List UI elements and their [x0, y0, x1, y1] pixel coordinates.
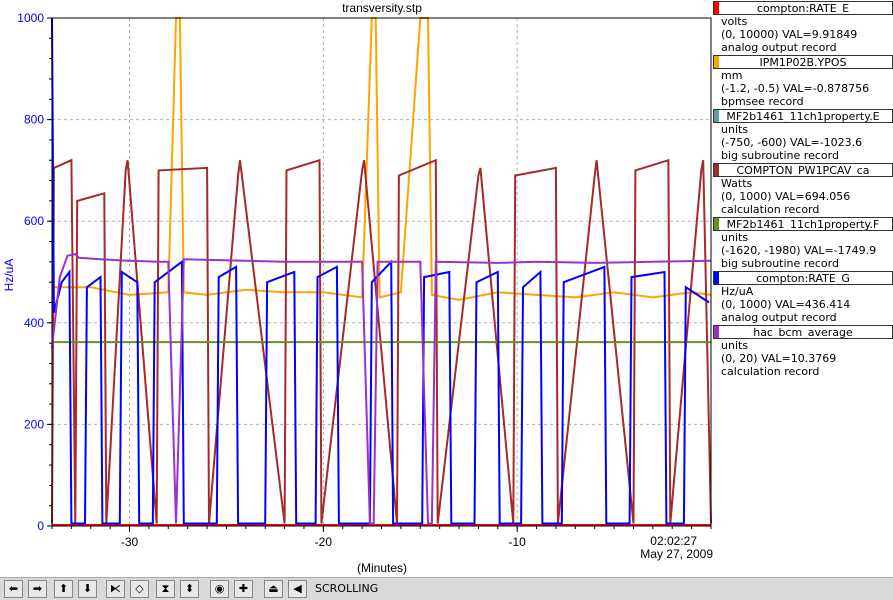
- zoom-in-y-button[interactable]: ⧗: [156, 580, 175, 598]
- series-line-ipm1p02b-ypos: [52, 17, 712, 301]
- legend-record: bpmsee record: [721, 95, 804, 108]
- series-layer: [51, 17, 712, 526]
- legend-swatch: [714, 164, 719, 176]
- legend-entry-compton-pw1pcav-ca[interactable]: COMPTON_PW1PCAV_ca Watts (0, 1000) VAL=694…: [713, 163, 893, 216]
- timestamp-date: May 27, 2009: [640, 547, 713, 561]
- legend-series-name: MF2b1461_11ch1property.E: [713, 109, 893, 123]
- legend-entry-mf2b1461-11ch1property-e[interactable]: MF2b1461_11ch1property.E units (-750, -600…: [713, 109, 893, 162]
- legend-series-name: hac_bcm_average: [713, 325, 893, 339]
- pan-up-button[interactable]: ⬆: [54, 580, 73, 598]
- legend-swatch: [714, 326, 719, 338]
- legend-swatch: [714, 218, 719, 230]
- x-tick-label: -30: [121, 535, 139, 549]
- legend-unit: Hz/uA: [721, 285, 754, 298]
- legend-series-name: compton:RATE_E: [713, 1, 893, 15]
- legend-range: (-750, -600) VAL=-1023.6: [721, 136, 863, 149]
- legend-series-name: compton:RATE_G: [713, 271, 893, 285]
- legend-unit: Watts: [721, 177, 753, 190]
- x-tick-label: -20: [315, 535, 333, 549]
- legend-unit: units: [721, 339, 749, 352]
- legend-record: big subroutine record: [721, 257, 839, 270]
- legend-unit: units: [721, 231, 749, 244]
- legend: compton:RATE_E volts (0, 10000) VAL=9.9184…: [713, 0, 893, 378]
- grid: [52, 18, 711, 526]
- legend-unit: volts: [721, 15, 748, 28]
- autoscale-button[interactable]: ◉: [210, 580, 229, 598]
- legend-record: analog output record: [721, 41, 837, 54]
- legend-range: (0, 10000) VAL=9.91849: [721, 28, 858, 41]
- scrolling-mode-label: SCROLLING: [315, 582, 379, 595]
- zoom-in-x-button[interactable]: ⧔: [106, 580, 125, 598]
- chart-title: transversity.stp: [342, 1, 422, 15]
- strip-chart: transversity.stp 0 200 400 600 800 1000 -30 -20…: [2, 1, 713, 575]
- config-button[interactable]: ⏏: [264, 580, 283, 598]
- legend-series-name: COMPTON_PW1PCAV_ca: [713, 163, 893, 177]
- legend-entry-hac-bcm-average[interactable]: hac_bcm_average units (0, 20) VAL=10.3769 c…: [713, 325, 893, 378]
- legend-swatch: [714, 272, 719, 284]
- legend-series-name: MF2b1461_11ch1property.F: [713, 217, 893, 231]
- legend-range: (-1620, -1980) VAL=-1749.9: [721, 244, 877, 257]
- axis-layer: 0 200 400 600 800 1000 -30 -20 -10: [17, 11, 712, 549]
- scroll-toggle-button[interactable]: ◀: [288, 580, 307, 598]
- y-tick-label: 1000: [17, 11, 44, 25]
- zoom-out-y-button[interactable]: ⬍: [180, 580, 199, 598]
- legend-entry-ipm1p02b-ypos[interactable]: IPM1P02B.YPOS mm (-1.2, -0.5) VAL=-0.87875…: [713, 55, 893, 108]
- legend-record: big subroutine record: [721, 149, 839, 162]
- x-tick-label: -10: [509, 535, 527, 549]
- timestamp-time: 02:02:27: [650, 534, 697, 548]
- legend-record: calculation record: [721, 365, 820, 378]
- pan-right-button[interactable]: ➡: [28, 580, 47, 598]
- y-tick-label: 600: [24, 214, 44, 228]
- legend-entry-mf2b1461-11ch1property-f[interactable]: MF2b1461_11ch1property.F units (-1620, -19…: [713, 217, 893, 270]
- legend-swatch: [714, 110, 719, 122]
- x-axis-label: (Minutes): [357, 561, 407, 575]
- legend-unit: mm: [721, 69, 743, 82]
- legend-range: (0, 1000) VAL=694.056: [721, 190, 851, 203]
- legend-record: calculation record: [721, 203, 820, 216]
- crosshair-button[interactable]: ✚: [234, 580, 253, 598]
- legend-entry-compton-rate-g[interactable]: compton:RATE_G Hz/uA (0, 1000) VAL=436.414…: [713, 271, 893, 324]
- y-tick-label: 400: [24, 316, 44, 330]
- legend-range: (-1.2, -0.5) VAL=-0.878756: [721, 82, 870, 95]
- series-line-hac-bcm-average: [51, 253, 712, 525]
- pan-left-button[interactable]: ⬅: [4, 580, 23, 598]
- legend-record: analog output record: [721, 311, 837, 324]
- legend-range: (0, 1000) VAL=436.414: [721, 298, 851, 311]
- y-tick-label: 200: [24, 417, 44, 431]
- legend-range: (0, 20) VAL=10.3769: [721, 352, 837, 365]
- legend-entry-compton-rate-e[interactable]: compton:RATE_E volts (0, 10000) VAL=9.9184…: [713, 1, 893, 54]
- legend-series-name: IPM1P02B.YPOS: [713, 55, 893, 69]
- series-line-compton-rate-g: [51, 17, 710, 525]
- zoom-out-x-button[interactable]: ◇: [130, 580, 149, 598]
- y-tick-label: 800: [24, 113, 44, 127]
- y-axis-label: Hz/uA: [2, 259, 16, 292]
- y-tick-label: 0: [37, 519, 44, 533]
- legend-swatch: [714, 2, 719, 14]
- toolbar: SCROLLING ⬅ ➡ ⬆ ⬇ ⧔ ◇ ⧗ ⬍ ◉ ✚ ⏏ ◀: [0, 577, 893, 600]
- pan-down-button[interactable]: ⬇: [78, 580, 97, 598]
- legend-swatch: [714, 56, 719, 68]
- legend-unit: units: [721, 123, 749, 136]
